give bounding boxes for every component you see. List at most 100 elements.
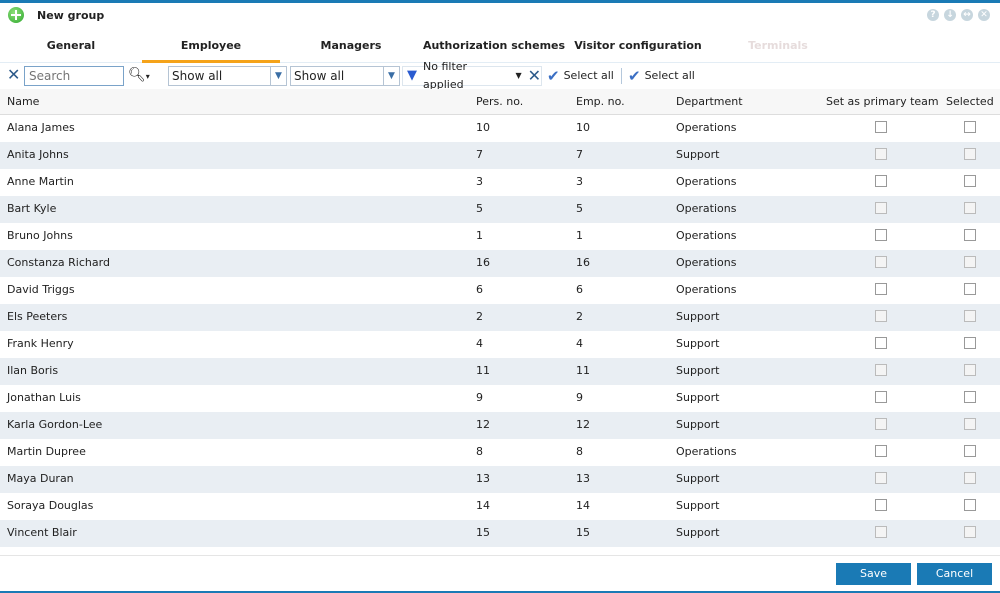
cell-pers-no: 16: [476, 256, 490, 269]
filter-select-2[interactable]: Show all ▼: [290, 66, 400, 86]
filter-select-1[interactable]: Show all ▼: [168, 66, 287, 86]
selected-checkbox[interactable]: [964, 526, 976, 538]
chevron-down-icon: ▼: [383, 67, 399, 85]
primary-team-checkbox[interactable]: [875, 310, 887, 322]
primary-team-checkbox[interactable]: [875, 229, 887, 241]
table-row[interactable]: Bart Kyle 5 5 Operations: [0, 196, 1000, 223]
selected-checkbox[interactable]: [964, 202, 976, 214]
selected-checkbox[interactable]: [964, 256, 976, 268]
col-department[interactable]: Department: [676, 95, 743, 108]
table-row[interactable]: Soraya Douglas 14 14 Support: [0, 493, 1000, 520]
tab-general[interactable]: General: [46, 39, 96, 52]
cell-emp-no: 11: [576, 364, 590, 377]
cell-department: Support: [676, 148, 720, 161]
cell-pers-no: 13: [476, 472, 490, 485]
primary-team-checkbox[interactable]: [875, 526, 887, 538]
cell-pers-no: 7: [476, 148, 483, 161]
table-row[interactable]: Jonathan Luis 9 9 Support: [0, 385, 1000, 412]
col-pers-no[interactable]: Pers. no.: [476, 95, 524, 108]
search-options-icon[interactable]: 🔍︎▾: [128, 67, 150, 83]
table-row[interactable]: Maya Duran 13 13 Support: [0, 466, 1000, 493]
col-emp-no[interactable]: Emp. no.: [576, 95, 625, 108]
primary-team-checkbox[interactable]: [875, 283, 887, 295]
check-icon: ✔: [628, 67, 641, 85]
toolbar: ✕ 🔍︎▾ Show all ▼ Show all ▼ ▼ No filter ap…: [0, 60, 1000, 91]
cell-department: Operations: [676, 121, 737, 134]
col-selected[interactable]: Selected: [946, 95, 994, 108]
tab-authorization-schemes[interactable]: Authorization schemes: [422, 39, 566, 52]
minimize-icon[interactable]: ↓: [944, 9, 956, 21]
primary-team-checkbox[interactable]: [875, 445, 887, 457]
selected-checkbox[interactable]: [964, 391, 976, 403]
primary-team-checkbox[interactable]: [875, 364, 887, 376]
selected-checkbox[interactable]: [964, 121, 976, 133]
primary-team-checkbox[interactable]: [875, 337, 887, 349]
cell-name: Ilan Boris: [7, 364, 59, 377]
select-all-primary-button[interactable]: ✔ Select all: [547, 66, 614, 86]
cell-pers-no: 4: [476, 337, 483, 350]
table-row[interactable]: Alana James 10 10 Operations: [0, 115, 1000, 142]
selected-checkbox[interactable]: [964, 472, 976, 484]
table-row[interactable]: Karla Gordon-Lee 12 12 Support: [0, 412, 1000, 439]
cell-emp-no: 14: [576, 499, 590, 512]
clear-filter-icon[interactable]: ✕: [527, 66, 541, 85]
primary-team-checkbox[interactable]: [875, 121, 887, 133]
tab-terminals: Terminals: [748, 39, 808, 52]
select-all-selected-button[interactable]: ✔ Select all: [628, 66, 695, 86]
col-primary-team[interactable]: Set as primary team: [826, 95, 939, 108]
primary-team-checkbox[interactable]: [875, 148, 887, 160]
table-row[interactable]: Martin Dupree 8 8 Operations: [0, 439, 1000, 466]
selected-checkbox[interactable]: [964, 337, 976, 349]
col-name[interactable]: Name: [7, 95, 40, 108]
selected-checkbox[interactable]: [964, 310, 976, 322]
table-row[interactable]: Frank Henry 4 4 Support: [0, 331, 1000, 358]
selected-checkbox[interactable]: [964, 283, 976, 295]
table-row[interactable]: Vincent Blair 15 15 Support: [0, 520, 1000, 547]
help-icon[interactable]: ?: [927, 9, 939, 21]
table-row[interactable]: Ilan Boris 11 11 Support: [0, 358, 1000, 385]
window-controls: ? ↓ ↔ ✕: [927, 9, 990, 21]
close-icon[interactable]: ✕: [978, 9, 990, 21]
clear-search-icon[interactable]: ✕: [7, 65, 21, 84]
selected-checkbox[interactable]: [964, 175, 976, 187]
primary-team-checkbox[interactable]: [875, 472, 887, 484]
primary-team-checkbox[interactable]: [875, 256, 887, 268]
table-row[interactable]: Els Peeters 2 2 Support: [0, 304, 1000, 331]
table-row[interactable]: Anne Martin 3 3 Operations: [0, 169, 1000, 196]
selected-checkbox[interactable]: [964, 148, 976, 160]
table-header: Name Pers. no. Emp. no. Department Set a…: [0, 89, 1000, 115]
window-title-text: New group: [37, 8, 105, 22]
cancel-button[interactable]: Cancel: [917, 563, 992, 585]
resize-icon[interactable]: ↔: [961, 9, 973, 21]
window-title: New group: [8, 7, 104, 23]
selected-checkbox[interactable]: [964, 445, 976, 457]
table-row[interactable]: Constanza Richard 16 16 Operations: [0, 250, 1000, 277]
table-row[interactable]: Anita Johns 7 7 Support: [0, 142, 1000, 169]
tab-visitor-configuration[interactable]: Visitor configuration: [574, 39, 702, 52]
primary-team-checkbox[interactable]: [875, 175, 887, 187]
primary-team-checkbox[interactable]: [875, 499, 887, 511]
search-input[interactable]: [24, 66, 124, 86]
selected-checkbox[interactable]: [964, 418, 976, 430]
primary-team-checkbox[interactable]: [875, 202, 887, 214]
table-row[interactable]: David Triggs 6 6 Operations: [0, 277, 1000, 304]
filter-dropdown[interactable]: ▼ No filter applied ▼ ✕: [402, 60, 542, 91]
cell-name: David Triggs: [7, 283, 75, 296]
selected-checkbox[interactable]: [964, 229, 976, 241]
cell-emp-no: 2: [576, 310, 583, 323]
primary-team-checkbox[interactable]: [875, 418, 887, 430]
save-button[interactable]: Save: [836, 563, 911, 585]
cell-name: Constanza Richard: [7, 256, 110, 269]
table-row[interactable]: Bruno Johns 1 1 Operations: [0, 223, 1000, 250]
divider: [621, 68, 622, 84]
tab-employee[interactable]: Employee: [142, 37, 280, 63]
tab-managers[interactable]: Managers: [320, 39, 382, 52]
cell-department: Support: [676, 526, 720, 539]
selected-checkbox[interactable]: [964, 364, 976, 376]
chevron-down-icon: ▼: [270, 67, 286, 85]
primary-team-checkbox[interactable]: [875, 391, 887, 403]
cell-name: Els Peeters: [7, 310, 68, 323]
selected-checkbox[interactable]: [964, 499, 976, 511]
add-group-icon: [8, 7, 24, 23]
cell-department: Support: [676, 310, 720, 323]
